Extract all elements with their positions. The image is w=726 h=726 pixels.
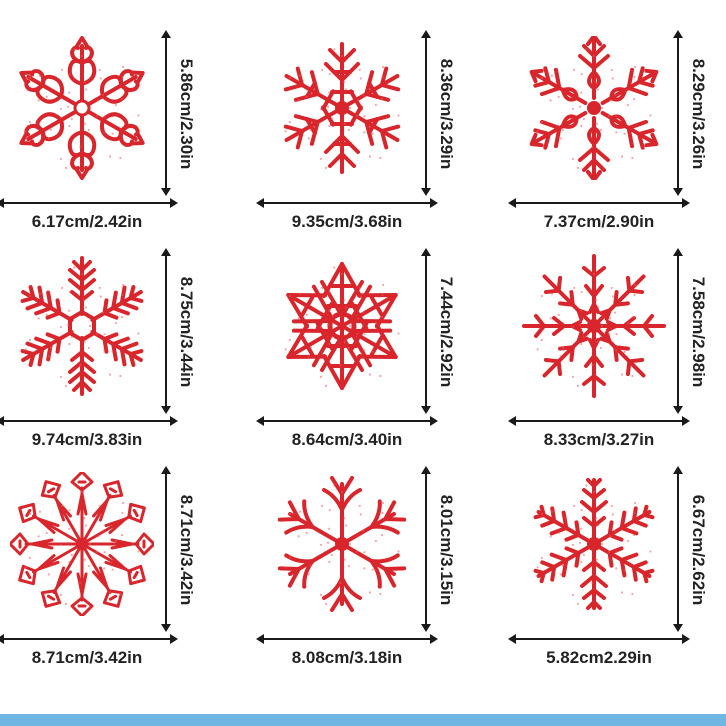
height-label: 6.67cm/2.62in (689, 494, 708, 606)
height-label: 7.44cm/2.92in (437, 276, 456, 388)
height-label: 8.75cm/3.44in (177, 276, 196, 388)
snowflake-cell: 8.08cm/3.18in 8.01cm/3.15in (252, 450, 494, 668)
width-dimension-arrow (256, 634, 438, 644)
height-dimension-arrow (161, 466, 171, 632)
height-dimension-arrow (421, 248, 431, 414)
snowflake-cell: 5.82cm2.29in 6.67cm/2.62in (504, 450, 726, 668)
height-label: 8.01cm/3.15in (437, 494, 456, 606)
width-dimension-arrow (256, 198, 438, 208)
bottom-spacer (0, 708, 726, 714)
width-label: 9.35cm/3.68in (291, 212, 403, 231)
width-dimension-arrow (0, 198, 178, 208)
bottom-band (0, 714, 726, 726)
snowflake-cell: 8.64cm/3.40in 7.44cm/2.92in (252, 232, 494, 450)
lace-snowflake-icon (522, 472, 666, 616)
snowflake-cell: 8.33cm/3.27in 7.58cm/2.98in (504, 232, 726, 450)
snowflake-cell: 6.17cm/2.42in 5.86cm/2.30in (0, 14, 234, 232)
snowflake-cell: 9.35cm/3.68in 8.36cm/3.29in (252, 14, 494, 232)
branch-snowflake-icon (270, 472, 414, 616)
diamond-snowflake-icon (10, 472, 154, 616)
fern-snowflake-icon (10, 254, 154, 398)
height-label: 7.58cm/2.98in (689, 276, 708, 388)
width-label: 8.71cm/3.42in (31, 648, 143, 667)
height-dimension-arrow (673, 248, 683, 414)
height-dimension-arrow (161, 248, 171, 414)
width-dimension-arrow (508, 198, 690, 208)
width-label: 9.74cm/3.83in (31, 430, 143, 449)
swirl-snowflake-icon (10, 36, 154, 180)
lattice-snowflake-icon (270, 36, 414, 180)
flower-snowflake-icon (522, 36, 666, 180)
width-label: 8.33cm/3.27in (543, 430, 655, 449)
height-label: 5.86cm/2.30in (177, 58, 196, 170)
width-dimension-arrow (0, 634, 178, 644)
height-dimension-arrow (161, 30, 171, 196)
height-dimension-arrow (421, 466, 431, 632)
snowflake-cell: 7.37cm/2.90in 8.29cm/3.26in (504, 14, 726, 232)
height-label: 8.71cm/3.42in (177, 494, 196, 606)
width-dimension-arrow (0, 416, 178, 426)
height-dimension-arrow (673, 30, 683, 196)
height-dimension-arrow (421, 30, 431, 196)
width-label: 6.17cm/2.42in (31, 212, 143, 231)
width-label: 7.37cm/2.90in (543, 212, 655, 231)
width-label: 8.64cm/3.40in (291, 430, 403, 449)
width-label: 5.82cm2.29in (546, 648, 652, 667)
height-label: 8.36cm/3.29in (437, 58, 456, 170)
geometric-snowflake-icon (270, 254, 414, 398)
width-dimension-arrow (256, 416, 438, 426)
height-dimension-arrow (673, 466, 683, 632)
width-dimension-arrow (508, 416, 690, 426)
height-label: 8.29cm/3.26in (689, 58, 708, 170)
width-label: 8.08cm/3.18in (291, 648, 403, 667)
snowflake-cell: 8.71cm/3.42in 8.71cm/3.42in (0, 450, 234, 668)
snowflake-cell: 9.74cm/3.83in 8.75cm/3.44in (0, 232, 234, 450)
width-dimension-arrow (508, 634, 690, 644)
star-snowflake-icon (522, 254, 666, 398)
